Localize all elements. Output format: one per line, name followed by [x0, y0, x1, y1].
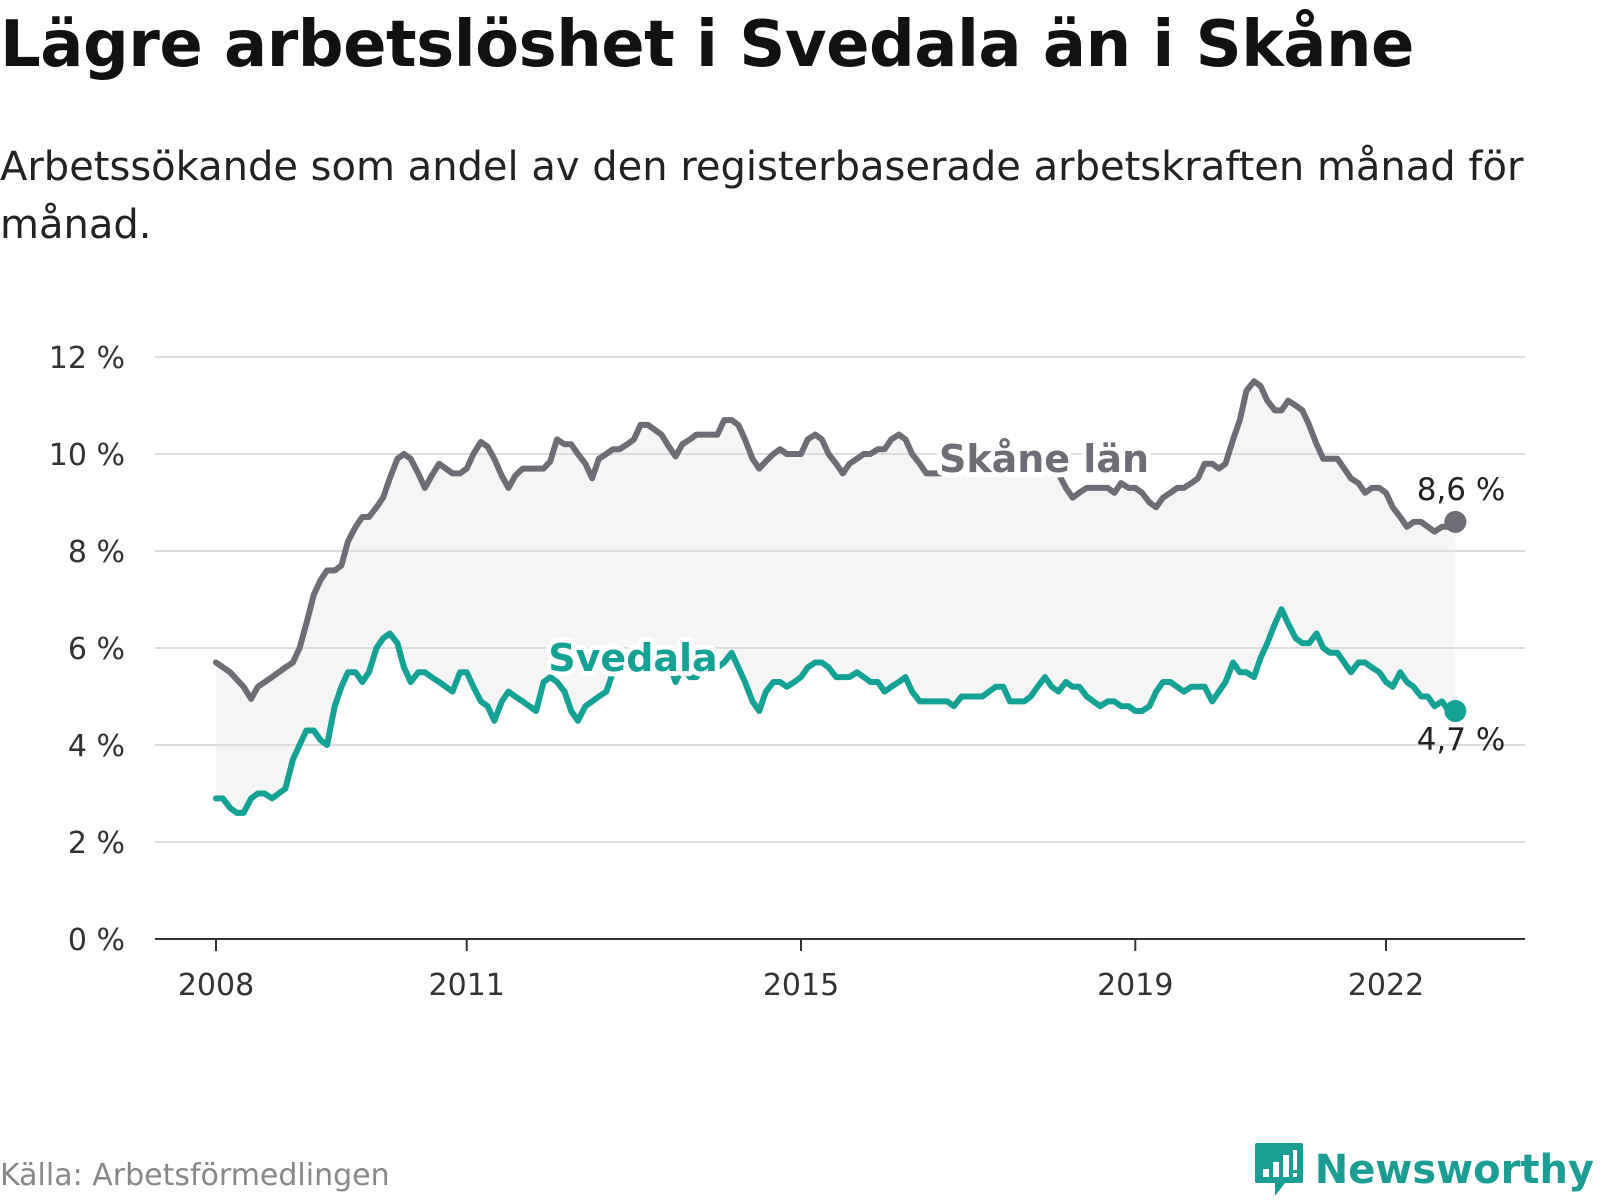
series-label-svedala: Svedala	[548, 636, 717, 680]
y-tick-label: 4 %	[68, 729, 125, 764]
y-axis-labels: 0 % 2 % 4 % 6 % 8 % 10 % 12 %	[49, 341, 125, 958]
y-tick-label: 2 %	[68, 826, 125, 861]
series-line-skane	[213, 378, 1459, 702]
x-tick-label: 2011	[429, 968, 505, 1003]
x-tick-label: 2019	[1097, 968, 1173, 1003]
end-point-svedala	[1444, 700, 1467, 723]
chart-title: Lägre arbetslöshet i Svedala än i Skåne	[0, 8, 1414, 82]
y-tick-label: 8 %	[68, 535, 125, 570]
y-tick-label: 12 %	[49, 341, 125, 376]
series-line-svedala	[213, 606, 1459, 816]
source-note: Källa: Arbetsförmedlingen	[0, 1158, 390, 1193]
end-value-label-svedala: 4,7 %	[1417, 722, 1506, 758]
brand-name: Newsworthy	[1314, 1147, 1594, 1193]
chart-subtitle: Arbetssökande som andel av den registerb…	[0, 144, 1524, 248]
x-axis-ticks	[215, 939, 1387, 951]
x-tick-label: 2022	[1348, 968, 1424, 1003]
end-point-skane	[1444, 510, 1467, 533]
newsworthy-logo-icon	[1254, 1143, 1303, 1196]
brand-logo: Newsworthy	[1253, 1140, 1594, 1200]
x-axis-labels: 2008 2011 2015 2019 2022	[178, 968, 1424, 1003]
y-tick-label: 6 %	[68, 632, 125, 667]
x-tick-label: 2015	[763, 968, 839, 1003]
x-tick-label: 2008	[178, 968, 254, 1003]
series-label-skane: Skåne län	[939, 437, 1149, 481]
y-tick-label: 0 %	[68, 923, 125, 958]
grid-lines	[155, 356, 1525, 843]
end-value-label-skane: 8,6 %	[1417, 472, 1506, 508]
y-tick-label: 10 %	[49, 438, 125, 473]
line-chart: 0 % 2 % 4 % 6 % 8 % 10 % 12 % 2008 2011 2015 2019…	[49, 341, 1525, 1003]
gap-area-fill	[216, 381, 1456, 813]
